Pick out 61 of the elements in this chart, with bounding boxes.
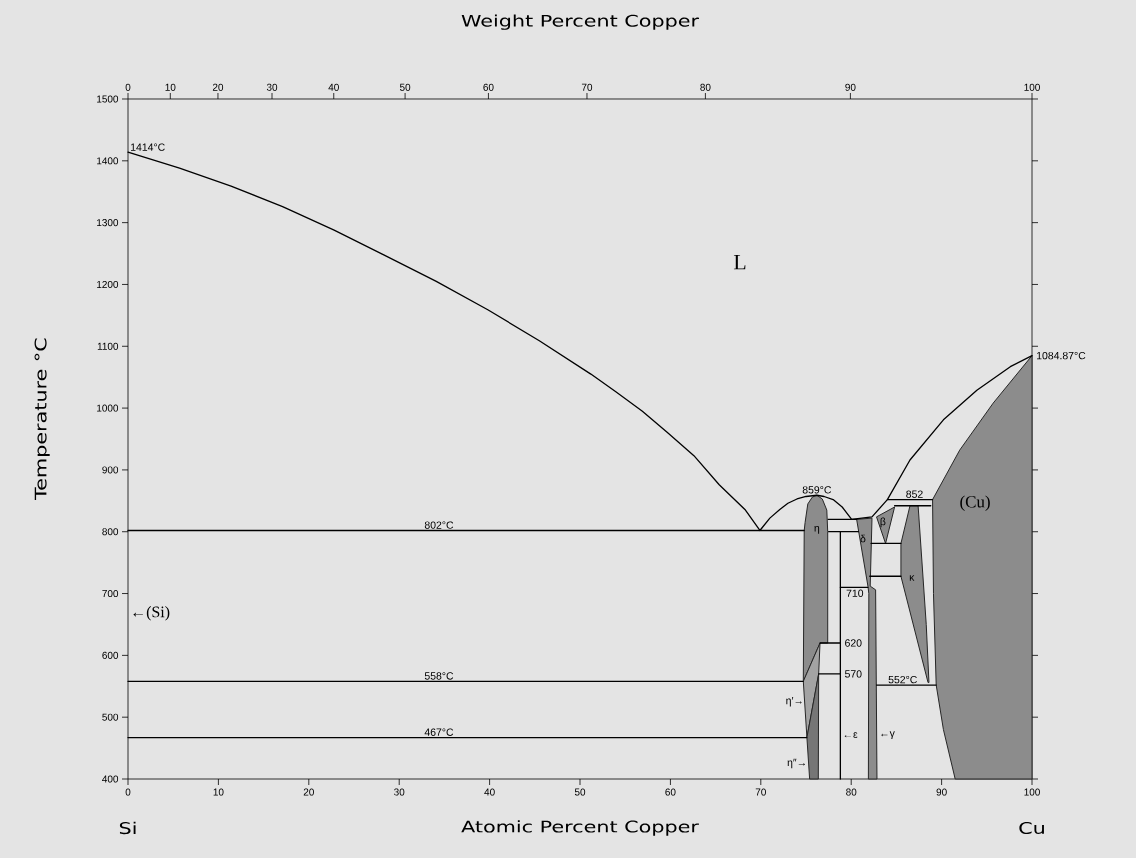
text: 90: [845, 83, 856, 91]
annotation: η′→: [786, 697, 802, 707]
annotation: 802°C: [424, 521, 454, 529]
text: 20: [212, 83, 224, 91]
annotation: (Cu): [960, 495, 990, 511]
annotation: 710: [846, 589, 864, 597]
annotation: ←(Si): [133, 606, 170, 621]
y-tick-label: 800: [102, 528, 119, 536]
y-tick-label: 700: [102, 590, 119, 598]
text: Si: [119, 821, 136, 835]
y-tick-label: 1500: [97, 95, 119, 103]
x-tick-label: 70: [755, 788, 766, 796]
text: 60: [483, 83, 494, 91]
x-tick-label: 10: [213, 788, 224, 796]
y-tick-label: 1300: [97, 219, 119, 227]
annotation: 852: [906, 490, 923, 498]
x-tick-label: 50: [574, 788, 586, 796]
y-tick-label: 400: [102, 775, 119, 783]
x-tick-label: 40: [484, 788, 495, 796]
text: 30: [266, 83, 278, 91]
x-tick-label: 100: [1024, 788, 1040, 796]
text: 70: [581, 83, 593, 91]
text: 0: [125, 83, 131, 91]
annotation: L: [733, 255, 746, 270]
annotation: 552°C: [888, 675, 917, 684]
text: 40: [328, 83, 339, 91]
annotation: ←ε: [844, 732, 858, 738]
annotation: 1414°C: [131, 143, 165, 151]
y-tick-label: 1000: [97, 404, 119, 412]
annotation: 1084.87°C: [1037, 351, 1086, 360]
y-tick-label: 1200: [97, 280, 119, 288]
text: 10: [165, 83, 176, 91]
x-tick-label: 80: [846, 788, 857, 796]
y-tick-label: 500: [102, 713, 119, 721]
x-tick-label: 60: [665, 788, 676, 796]
annotation: κ: [909, 575, 915, 581]
x-tick-label: 0: [125, 788, 131, 796]
y-tick-label: 600: [102, 651, 119, 659]
x-tick-label: 30: [394, 788, 405, 796]
annotation: η: [814, 525, 820, 534]
annotation: η″→: [787, 758, 805, 769]
y-tick-label: 900: [102, 466, 119, 474]
annotation: 558°C: [424, 672, 454, 680]
text: 80: [700, 83, 711, 91]
annotation: 570: [844, 670, 862, 678]
x-tick-label: 90: [936, 788, 947, 796]
annotation: β: [880, 517, 886, 528]
text: 50: [399, 83, 411, 91]
x-tick-label: 20: [303, 788, 314, 796]
annotation: 620: [845, 639, 862, 647]
annotation: δ: [860, 534, 866, 543]
text: Cu: [1019, 821, 1044, 834]
y-tick-label: 1400: [97, 157, 119, 165]
x-axis-title: Atomic Percent Copper: [461, 820, 699, 836]
annotation: 467°C: [424, 728, 454, 736]
text: 100: [1024, 83, 1040, 91]
y-tick-label: 1100: [97, 342, 119, 350]
y-axis-title: Temperature °C: [34, 338, 50, 500]
annotation: ←γ: [881, 731, 895, 739]
annotation: 859°C: [802, 486, 832, 494]
x2-axis-title: Weight Percent Copper: [461, 14, 700, 30]
